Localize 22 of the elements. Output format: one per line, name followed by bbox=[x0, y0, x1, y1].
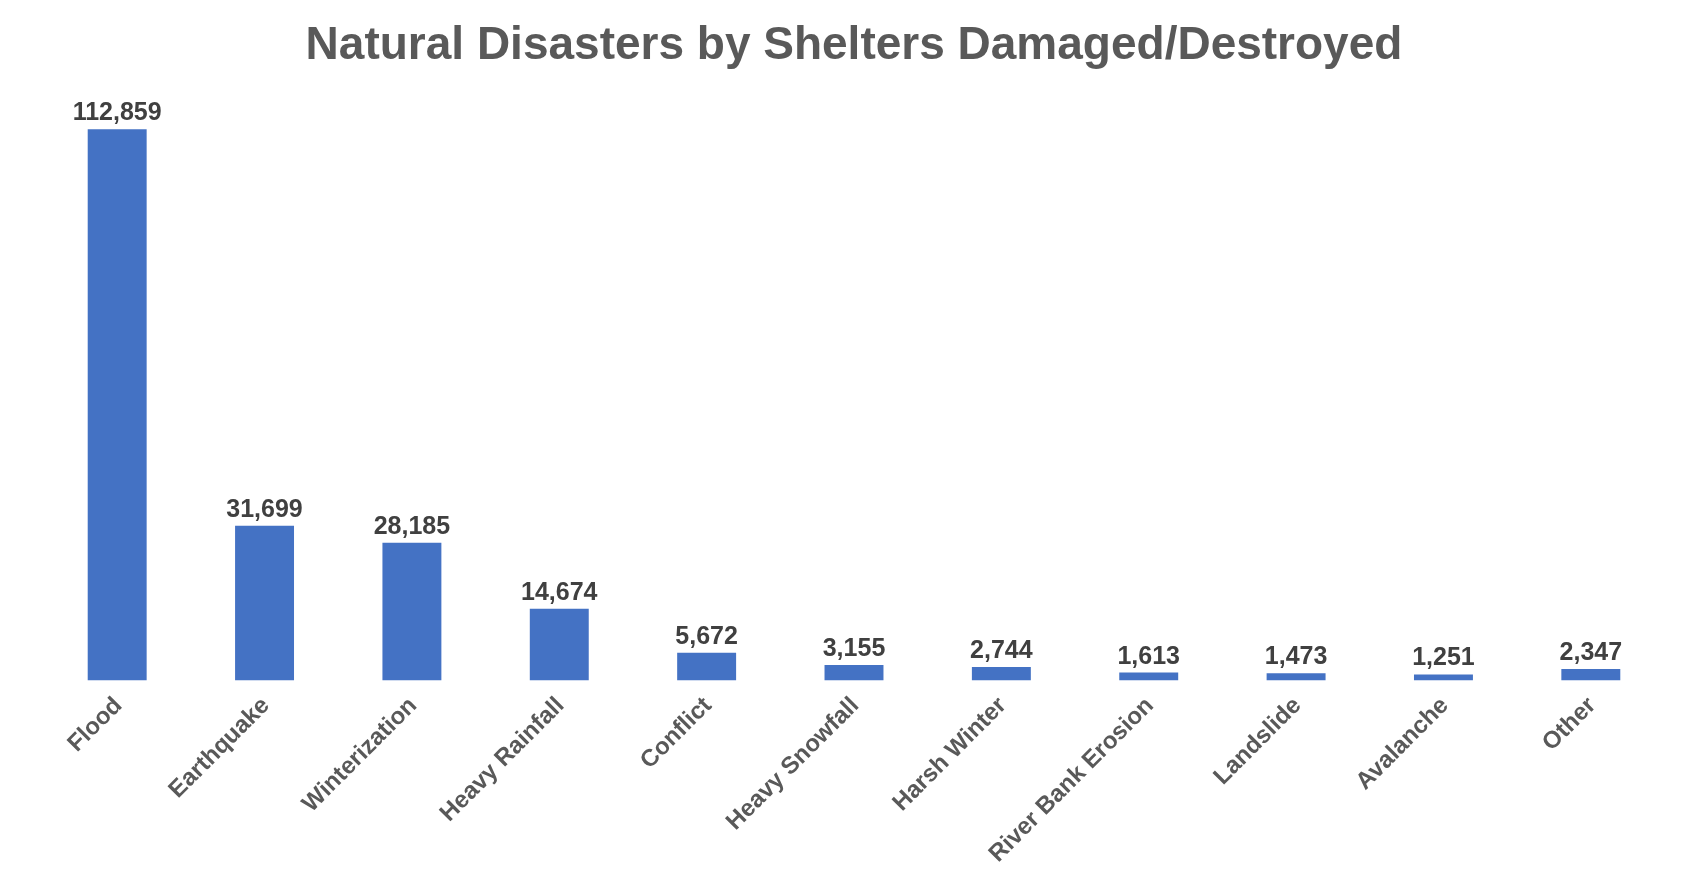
data-label: 1,473 bbox=[1264, 641, 1328, 670]
bar bbox=[1413, 674, 1473, 681]
bar bbox=[1266, 673, 1326, 681]
bar bbox=[87, 129, 147, 681]
bar bbox=[382, 542, 442, 681]
chart-title: Natural Disasters by Shelters Damaged/Destroyed bbox=[305, 16, 1403, 69]
bar bbox=[971, 667, 1031, 681]
data-label: 28,185 bbox=[373, 510, 451, 539]
data-label: 14,674 bbox=[521, 576, 598, 605]
data-label: 112,859 bbox=[72, 97, 162, 126]
data-label: 31,699 bbox=[226, 493, 303, 522]
bar bbox=[235, 525, 295, 681]
data-label: 2,347 bbox=[1559, 637, 1623, 666]
bar bbox=[1561, 669, 1621, 681]
data-label: 5,672 bbox=[675, 620, 738, 649]
data-label: 1,251 bbox=[1412, 642, 1475, 671]
bar bbox=[529, 608, 589, 681]
data-label: 3,155 bbox=[822, 633, 886, 662]
bar bbox=[677, 652, 737, 681]
data-label: 1,613 bbox=[1117, 640, 1181, 669]
data-label: 2,744 bbox=[970, 635, 1033, 664]
bar bbox=[824, 665, 884, 681]
